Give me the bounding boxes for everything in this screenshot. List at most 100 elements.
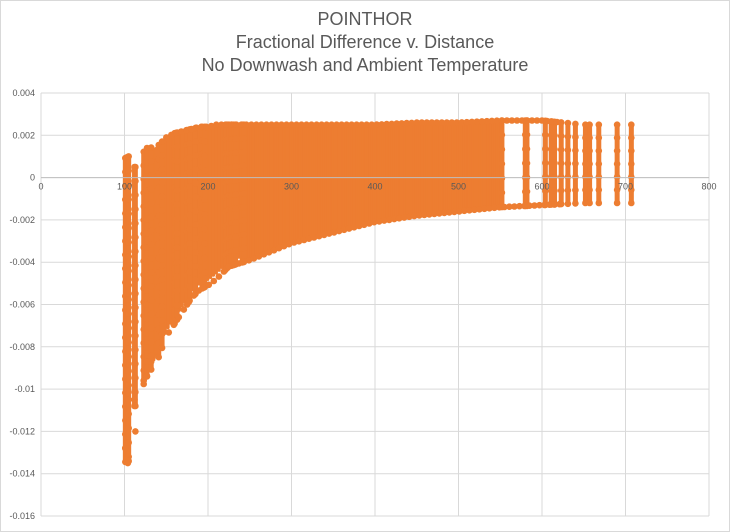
data-point — [255, 253, 263, 260]
data-point — [350, 224, 358, 231]
data-point — [446, 209, 453, 216]
data-point — [461, 207, 468, 215]
data-point — [318, 121, 325, 128]
data-point — [564, 200, 572, 208]
chart-title-line-3: No Downwash and Ambient Temperature — [201, 55, 529, 75]
y-tick-label: -0.012 — [9, 426, 35, 436]
data-point — [173, 215, 181, 223]
data-point — [186, 154, 193, 162]
data-point — [173, 129, 180, 137]
data-point — [426, 211, 433, 218]
data-point — [283, 121, 290, 128]
data-point — [528, 117, 536, 124]
data-point — [586, 173, 593, 181]
y-tick-label: -0.008 — [9, 342, 35, 352]
data-point — [201, 225, 208, 233]
data-point — [125, 253, 132, 260]
data-point — [192, 221, 199, 228]
data-point — [192, 193, 199, 201]
data-point — [186, 240, 193, 247]
chart-title: POINTHOR Fractional Difference v. Distan… — [0, 8, 730, 77]
data-point — [232, 191, 239, 198]
data-point — [423, 119, 431, 126]
data-point — [193, 124, 200, 131]
data-point — [526, 202, 533, 209]
data-point — [240, 258, 248, 266]
data-point — [403, 119, 411, 127]
data-point — [240, 148, 248, 156]
data-point — [132, 374, 139, 382]
data-point — [260, 251, 268, 258]
data-point — [168, 131, 175, 139]
data-point — [183, 126, 190, 134]
data-point — [531, 202, 538, 209]
data-point — [203, 123, 210, 131]
data-point — [188, 125, 195, 133]
data-point — [180, 306, 188, 313]
data-point — [325, 230, 333, 237]
data-point — [270, 247, 278, 254]
data-point — [441, 209, 448, 217]
data-point — [473, 118, 481, 125]
data-point — [186, 183, 193, 190]
x-tick-label: 500 — [451, 182, 466, 192]
data-point — [523, 131, 531, 138]
data-point — [428, 119, 436, 126]
data-point — [572, 147, 579, 154]
data-point — [240, 162, 248, 170]
data-point — [478, 118, 486, 125]
data-point — [493, 117, 501, 124]
data-point — [132, 290, 139, 297]
data-point — [542, 159, 549, 167]
data-point — [186, 211, 193, 219]
data-point — [125, 167, 132, 175]
data-point — [340, 226, 348, 234]
data-point — [586, 186, 593, 194]
data-point — [586, 134, 593, 142]
data-point — [557, 132, 565, 140]
data-point — [125, 224, 132, 232]
data-point — [250, 255, 258, 262]
data-point — [147, 213, 155, 221]
data-point — [132, 332, 139, 340]
data-point — [240, 135, 248, 142]
data-point — [551, 159, 558, 167]
data-point — [125, 153, 132, 160]
data-point — [313, 121, 320, 128]
data-point — [586, 121, 593, 128]
data-point — [132, 163, 139, 171]
data-point — [132, 304, 139, 311]
data-point — [173, 201, 181, 208]
data-point — [268, 121, 275, 128]
data-point — [147, 172, 155, 179]
data-point — [125, 367, 132, 375]
y-tick-label: -0.014 — [9, 469, 35, 479]
data-point — [278, 121, 285, 128]
data-point — [553, 118, 561, 126]
data-point — [163, 134, 170, 141]
data-point — [208, 122, 215, 130]
data-point — [125, 410, 132, 418]
chart-title-line-1: POINTHOR — [317, 9, 413, 29]
data-point — [205, 281, 213, 289]
data-point — [201, 196, 208, 203]
data-point — [293, 121, 300, 128]
data-point — [511, 203, 518, 210]
y-tick-label: -0.01 — [14, 384, 35, 394]
data-point — [253, 121, 260, 128]
data-point — [405, 213, 413, 221]
data-point — [408, 119, 416, 127]
data-point — [173, 158, 181, 165]
data-point — [195, 287, 203, 294]
data-point — [548, 118, 556, 125]
data-point — [210, 277, 218, 285]
data-point — [248, 121, 255, 128]
data-point — [572, 200, 579, 207]
data-point — [320, 231, 328, 239]
data-point — [613, 147, 621, 155]
data-point — [595, 199, 603, 207]
data-point — [338, 121, 345, 128]
data-point — [132, 318, 139, 326]
y-tick-label: 0.004 — [12, 88, 35, 98]
